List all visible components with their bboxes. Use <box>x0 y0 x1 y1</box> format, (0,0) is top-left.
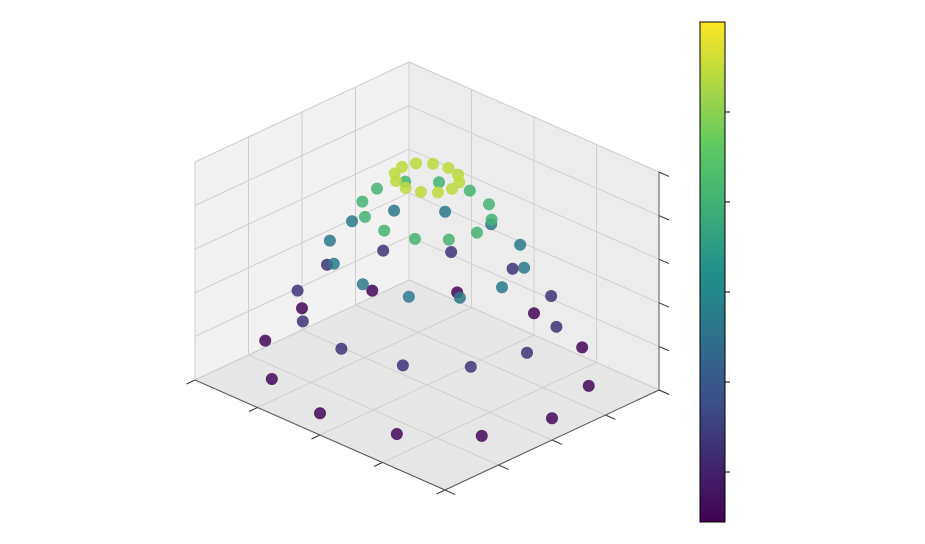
point <box>442 233 455 246</box>
grid-line <box>194 192 410 294</box>
point <box>259 334 272 347</box>
point <box>346 215 358 228</box>
y-axis <box>444 389 660 491</box>
point <box>453 291 466 304</box>
point <box>550 320 563 333</box>
point <box>296 302 308 315</box>
point <box>514 238 527 251</box>
point <box>433 176 446 189</box>
point <box>371 182 383 195</box>
point <box>446 182 458 195</box>
point <box>518 261 531 274</box>
point <box>390 428 403 440</box>
point <box>545 290 558 303</box>
point <box>265 373 278 385</box>
point <box>377 244 390 257</box>
point <box>366 284 379 297</box>
x-tick <box>311 434 321 440</box>
point <box>475 429 488 442</box>
point <box>546 412 558 425</box>
x-tick <box>436 489 446 495</box>
point <box>521 346 533 359</box>
point <box>358 210 371 223</box>
point <box>399 181 412 194</box>
point <box>389 175 402 188</box>
point <box>483 198 496 211</box>
y-tick <box>605 414 616 420</box>
point <box>471 226 483 239</box>
y-tick <box>551 439 563 445</box>
point <box>506 262 519 275</box>
y-tick <box>444 489 456 495</box>
z-tick <box>658 302 670 308</box>
point <box>485 213 498 226</box>
colorbar <box>699 21 726 523</box>
point <box>291 284 304 297</box>
point <box>414 186 427 199</box>
point <box>314 407 326 420</box>
point <box>427 157 440 170</box>
grid-line <box>408 61 660 173</box>
z-tick <box>658 389 670 395</box>
point <box>464 360 477 373</box>
point <box>582 379 595 392</box>
point <box>335 342 348 355</box>
z-tick <box>658 258 670 265</box>
point <box>388 204 401 217</box>
point <box>378 224 391 237</box>
point <box>323 234 336 247</box>
z-tick <box>658 215 670 221</box>
x-tick <box>248 407 258 412</box>
grid-line <box>194 105 410 207</box>
point <box>528 307 540 320</box>
grid-line <box>248 354 499 466</box>
z-tick <box>658 171 670 177</box>
point <box>576 341 589 354</box>
point <box>356 278 369 291</box>
point <box>356 195 369 208</box>
point <box>402 290 415 303</box>
x-tick <box>186 379 196 385</box>
point <box>445 246 458 259</box>
x-tick <box>373 462 383 467</box>
grid-line <box>408 279 660 391</box>
point <box>463 184 476 197</box>
x-axis <box>194 379 446 491</box>
z-tick <box>658 345 670 352</box>
point <box>442 161 455 174</box>
grid-line <box>194 279 410 381</box>
point <box>396 359 409 372</box>
grid-line <box>355 304 606 416</box>
grid-line <box>408 105 660 217</box>
point <box>296 315 309 328</box>
point <box>496 281 508 294</box>
y-tick <box>498 464 509 470</box>
grid-line <box>194 148 410 250</box>
grid-line <box>194 235 410 337</box>
point <box>410 157 423 170</box>
point <box>327 257 340 270</box>
point <box>431 186 444 199</box>
point <box>439 205 452 218</box>
point <box>408 232 421 245</box>
grid-line <box>194 61 410 163</box>
